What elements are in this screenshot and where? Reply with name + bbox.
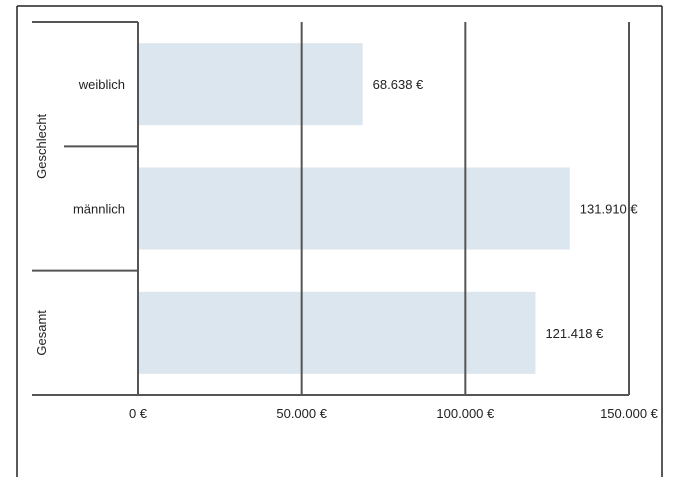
bar-0	[138, 43, 363, 126]
group-label-0: Geschlecht	[34, 113, 49, 178]
bar-1	[138, 167, 570, 250]
x-tick-label-2: 100.000 €	[436, 406, 495, 421]
x-tick-label-3: 150.000 €	[600, 406, 659, 421]
value-label-2: 121.418 €	[545, 326, 604, 341]
x-tick-label-1: 50.000 €	[276, 406, 327, 421]
group-label-1: Gesamt	[34, 310, 49, 356]
value-label-1: 131.910 €	[580, 202, 639, 217]
value-label-0: 68.638 €	[373, 77, 424, 92]
bar-2	[138, 291, 536, 374]
category-label-0: weiblich	[78, 77, 125, 92]
category-label-1: männlich	[73, 202, 125, 217]
x-tick-label-0: 0 €	[129, 406, 148, 421]
